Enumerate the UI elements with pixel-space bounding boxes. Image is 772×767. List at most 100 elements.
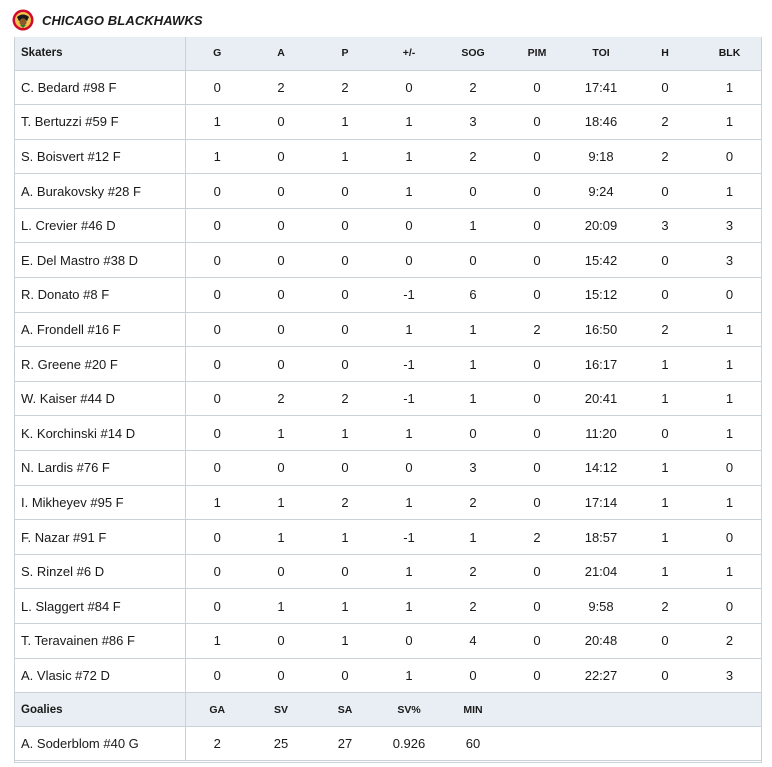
stat-cell: 11:20 <box>569 415 633 452</box>
stat-cell: 2 <box>441 588 505 624</box>
table-row: A. Frondell #16 F 0 0 0 1 1 2 16:50 2 1 <box>14 312 762 348</box>
stat-cell: 0 <box>249 623 313 659</box>
stat-cell: 0 <box>505 208 569 244</box>
player-name[interactable]: S. Rinzel #6 D <box>14 554 186 590</box>
stat-cell: 0 <box>633 623 697 659</box>
blackhawks-logo-icon <box>12 9 34 31</box>
stat-cell: 3 <box>697 242 762 279</box>
column-header: MIN <box>441 692 505 728</box>
table-row: A. Burakovsky #28 F 0 0 0 1 0 0 9:24 0 1 <box>14 173 762 209</box>
player-name[interactable]: F. Nazar #91 F <box>14 519 186 555</box>
stat-cell: 1 <box>313 139 377 175</box>
stat-cell: 2 <box>313 70 377 106</box>
goalies-body: A. Soderblom #40 G 2 25 27 0.926 60 <box>14 726 762 762</box>
player-name[interactable]: A. Frondell #16 F <box>14 312 186 348</box>
skaters-body: C. Bedard #98 F 0 2 2 0 2 0 17:41 0 1 T. Bertuzzi … <box>14 70 762 694</box>
player-name[interactable]: I. Mikheyev #95 F <box>14 485 186 521</box>
stat-cell: 1 <box>697 485 762 521</box>
column-header: SV <box>249 692 313 728</box>
stat-cell: 0 <box>249 208 313 244</box>
column-header: BLK <box>697 37 762 71</box>
stat-cell: 0 <box>185 415 249 452</box>
player-name[interactable]: W. Kaiser #44 D <box>14 381 186 417</box>
player-name[interactable]: R. Donato #8 F <box>14 277 186 313</box>
stat-cell: 2 <box>441 554 505 590</box>
stat-cell: 0 <box>313 554 377 590</box>
stat-cell: 0 <box>185 346 249 382</box>
player-name[interactable]: K. Korchinski #14 D <box>14 415 186 452</box>
stat-cell: 1 <box>377 554 441 590</box>
stat-cell: 2 <box>185 726 249 762</box>
stat-cell: 1 <box>377 312 441 348</box>
table-row: C. Bedard #98 F 0 2 2 0 2 0 17:41 0 1 <box>14 70 762 106</box>
stat-cell: 15:42 <box>569 242 633 279</box>
stat-cell: 1 <box>697 381 762 417</box>
player-name[interactable]: L. Crevier #46 D <box>14 208 186 244</box>
stat-cell: 2 <box>633 139 697 175</box>
stat-cell: 0 <box>185 450 249 486</box>
empty-cell <box>505 726 569 762</box>
stat-cell: 0 <box>377 450 441 486</box>
player-name[interactable]: A. Soderblom #40 G <box>14 726 186 762</box>
player-name[interactable]: E. Del Mastro #38 D <box>14 242 186 279</box>
player-name[interactable]: T. Bertuzzi #59 F <box>14 104 186 140</box>
table-row: T. Bertuzzi #59 F 1 0 1 1 3 0 18:46 2 1 <box>14 104 762 140</box>
stat-cell: 0 <box>697 139 762 175</box>
stat-cell: 1 <box>185 104 249 140</box>
stat-cell: 1 <box>633 381 697 417</box>
stat-cell: 2 <box>249 70 313 106</box>
stat-cell: 9:18 <box>569 139 633 175</box>
stat-cell: 0 <box>249 242 313 279</box>
player-name[interactable]: S. Boisvert #12 F <box>14 139 186 175</box>
stat-cell: 1 <box>249 519 313 555</box>
stat-cell: 20:48 <box>569 623 633 659</box>
player-name[interactable]: N. Lardis #76 F <box>14 450 186 486</box>
column-header: PIM <box>505 37 569 71</box>
stat-cell: 1 <box>313 415 377 452</box>
player-name[interactable]: A. Vlasic #72 D <box>14 658 186 694</box>
stat-cell: 0 <box>313 450 377 486</box>
stat-cell: 0 <box>377 242 441 279</box>
stat-cell: 0 <box>185 381 249 417</box>
stat-cell: 3 <box>633 208 697 244</box>
stat-cell: 0 <box>313 173 377 209</box>
stat-cell: 0 <box>249 346 313 382</box>
column-header: A <box>249 37 313 71</box>
player-name[interactable]: R. Greene #20 F <box>14 346 186 382</box>
stat-cell: 2 <box>633 588 697 624</box>
stat-cell: 1 <box>441 346 505 382</box>
stat-cell: 25 <box>249 726 313 762</box>
player-name[interactable]: C. Bedard #98 F <box>14 70 186 106</box>
stat-cell: 0 <box>697 450 762 486</box>
table-row: E. Del Mastro #38 D 0 0 0 0 0 0 15:42 0 3 <box>14 242 762 279</box>
table-row: F. Nazar #91 F 0 1 1 -1 1 2 18:57 1 0 <box>14 519 762 555</box>
stat-cell: 0 <box>697 588 762 624</box>
stat-cell: 1 <box>633 554 697 590</box>
stat-cell: 1 <box>441 381 505 417</box>
stat-cell: 0 <box>313 658 377 694</box>
player-name[interactable]: A. Burakovsky #28 F <box>14 173 186 209</box>
player-name[interactable]: L. Slaggert #84 F <box>14 588 186 624</box>
stat-cell: 1 <box>377 658 441 694</box>
stat-cell: 0 <box>185 658 249 694</box>
stat-cell: 0 <box>633 70 697 106</box>
stat-cell: 1 <box>185 139 249 175</box>
stat-cell: 0 <box>185 208 249 244</box>
stat-cell: 16:17 <box>569 346 633 382</box>
column-header: SA <box>313 692 377 728</box>
empty-cell <box>697 726 762 762</box>
stat-cell: 0 <box>185 242 249 279</box>
goalies-section-label: Goalies <box>14 692 186 728</box>
stat-cell: 2 <box>505 519 569 555</box>
stat-cell: 3 <box>697 658 762 694</box>
stat-cell: 1 <box>633 485 697 521</box>
stat-cell: 0 <box>505 70 569 106</box>
stat-cell: 0 <box>633 658 697 694</box>
table-row: A. Vlasic #72 D 0 0 0 1 0 0 22:27 0 3 <box>14 658 762 694</box>
stat-cell: 1 <box>313 104 377 140</box>
column-header: GA <box>185 692 249 728</box>
stat-cell: 0 <box>505 415 569 452</box>
table-row: T. Teravainen #86 F 1 0 1 0 4 0 20:48 0 2 <box>14 623 762 659</box>
player-name[interactable]: T. Teravainen #86 F <box>14 623 186 659</box>
empty-cell <box>569 726 633 762</box>
